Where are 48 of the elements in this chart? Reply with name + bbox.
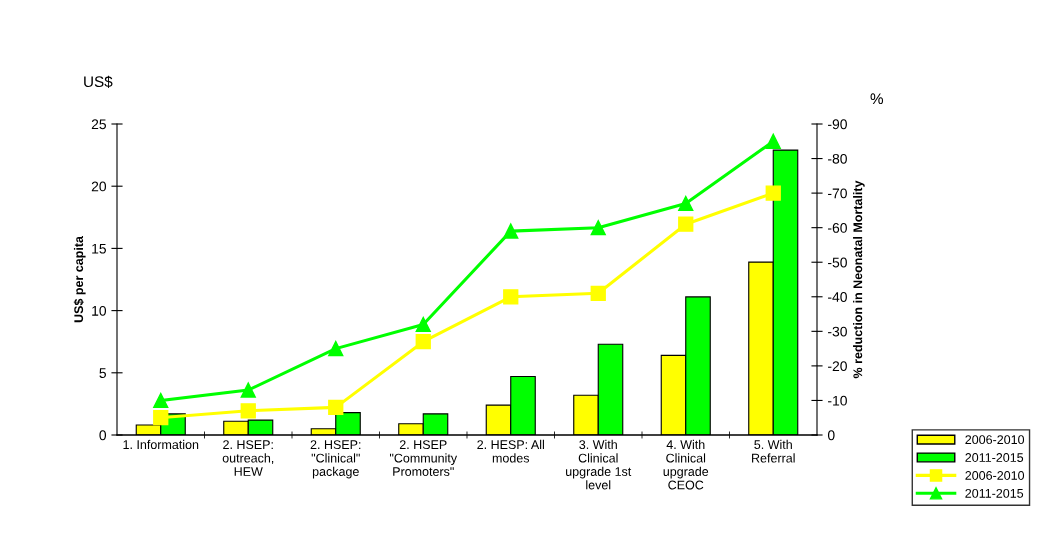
y-tick-label: 10	[92, 305, 107, 316]
text: %	[870, 93, 884, 105]
point	[590, 220, 606, 236]
point	[503, 223, 519, 239]
text: US$	[84, 75, 113, 89]
y2-tick-label: -90	[828, 119, 847, 130]
x-tick-label: 5. With Referral	[752, 439, 795, 463]
point	[765, 185, 781, 201]
point	[765, 133, 781, 149]
y-tick-label: 20	[91, 181, 107, 192]
y-tick-label: 5	[99, 368, 106, 378]
point	[328, 340, 344, 357]
point	[240, 403, 256, 419]
y-tick-label: 15	[92, 243, 106, 254]
y-tick-label: 0	[99, 430, 107, 441]
y2-tick-label: -40	[828, 292, 847, 302]
x-tick-label: 2. HSEP: outreach, HEW	[222, 440, 274, 476]
legend-label: 2006-2010	[965, 435, 1025, 445]
legend-label: 2011-2015	[965, 453, 1024, 462]
x-tick-label: 2. HESP: All modes	[477, 439, 544, 463]
legend-label: 2006-2010	[965, 471, 1025, 480]
point	[328, 399, 344, 415]
point	[678, 216, 694, 232]
y2-axis-title: % reduction in Neonatal Mortality	[853, 180, 865, 379]
point	[415, 316, 431, 333]
y2-tick-label: -70	[828, 188, 847, 199]
point	[153, 392, 169, 409]
x-tick-label: 3. With Clinical upgrade 1st level	[566, 439, 632, 490]
point	[240, 382, 256, 398]
y2-tick-label: -60	[828, 223, 847, 233]
x-tick-label: 2. HSEP: "Clinical" package	[310, 440, 361, 479]
point	[678, 195, 694, 212]
y-tick-label: 25	[91, 119, 106, 130]
point	[153, 410, 169, 426]
y2-tick-label: 0	[827, 430, 835, 441]
point	[415, 334, 431, 350]
y2-tick-label: -30	[828, 326, 847, 337]
legend-label: 2011-2015	[965, 488, 1024, 498]
x-tick-label: 1. Information	[123, 439, 199, 450]
y-axis-title: US$ per capita	[73, 236, 86, 323]
y2-tick-label: -20	[828, 361, 847, 372]
x-tick-label: 2. HSEP "Community Promoters"	[389, 440, 458, 476]
point	[503, 289, 519, 305]
point	[590, 285, 606, 301]
y2-tick-label: -50	[828, 257, 847, 268]
y2-tick-label: -10	[828, 395, 847, 406]
y2-tick-label: -80	[828, 153, 847, 164]
x-tick-label: 4. With Clinical upgrade CEOC	[663, 439, 709, 490]
